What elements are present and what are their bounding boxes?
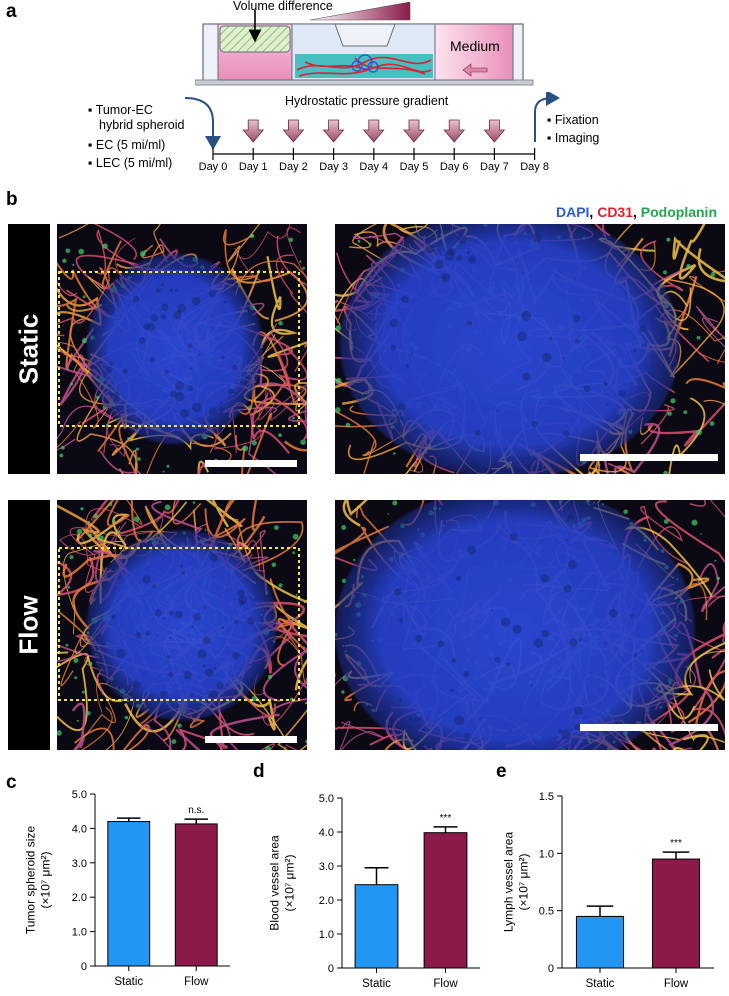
y-tick-label: 1.0 (539, 848, 554, 860)
x-tick-label: Flow (184, 976, 209, 988)
y-tick-label: 4.0 (72, 823, 87, 835)
scale-bar (205, 736, 297, 743)
bar-static (575, 915, 625, 969)
significance-annotation: *** (440, 813, 452, 824)
right-item-1: ▪ Fixation (547, 113, 599, 127)
day-label: Day 5 (399, 161, 429, 173)
scale-bar (580, 724, 718, 731)
chart-tumor-spheroid-size: Tumor spheroid size(×10⁷ μm²) 0 1.0 2.0 3.0 4… (20, 770, 240, 991)
day-label: Day 6 (439, 161, 469, 173)
panel-label-e: e (496, 761, 507, 782)
y-tick-label: 1.0 (72, 927, 87, 939)
legend-cd31: CD31 (597, 204, 633, 220)
significance-annotation: n.s. (188, 805, 204, 816)
zoom-region-box (58, 547, 300, 701)
bar-flow (423, 832, 468, 969)
tumor-spheroid (335, 500, 695, 750)
flow-down-arrow (362, 119, 385, 143)
day-label: Day 3 (319, 161, 348, 173)
y-tick-label: 1.5 (539, 791, 554, 803)
left-item-1: ▪ Tumor-EC (88, 103, 153, 117)
bar-static (354, 884, 399, 969)
y-tick-label: 5.0 (72, 789, 87, 801)
row-label-static: Static (8, 224, 50, 474)
flow-overview-image (57, 500, 307, 750)
y-tick-label: 2.0 (319, 895, 334, 907)
scale-bar (205, 460, 297, 467)
y-tick-label: 2.0 (72, 892, 87, 904)
x-tick-label: Flow (433, 978, 458, 990)
left-item-1b: hybrid spheroid (99, 118, 185, 132)
y-tick-label: 0 (328, 963, 334, 975)
y-axis-label: Blood vessel area(×10⁷ μm²) (267, 835, 296, 931)
day-label: Day 8 (520, 161, 549, 173)
y-tick-label: 4.0 (319, 827, 334, 839)
left-item-2: ▪ EC (5 mi/ml) (88, 138, 166, 152)
volume-difference-label: Volume difference (233, 0, 333, 13)
left-item-3: ▪ LEC (5 mi/ml) (88, 156, 173, 170)
panel-label-c: c (6, 772, 17, 793)
day-label: Day 4 (359, 161, 389, 173)
flow-down-arrow (443, 119, 466, 143)
flow-down-arrow (242, 119, 265, 143)
chart-blood-vessel-area: Blood vessel area(×10⁷ μm²) 0 1.0 2.0 3.0 4.0… (262, 770, 492, 991)
flow-down-arrow (483, 119, 506, 143)
legend-dapi: DAPI (555, 204, 590, 220)
y-tick-label: 3.0 (72, 858, 87, 870)
right-item-2: ▪ Imaging (547, 131, 600, 145)
y-axis-label: Lymph vessel area(×10⁷ μm²) (501, 832, 530, 933)
panel-label-d: d (253, 761, 265, 782)
day-label: Day 0 (198, 161, 228, 173)
tumor-spheroid (340, 224, 680, 474)
flow-down-arrow (282, 119, 305, 143)
panel-label-b: b (6, 189, 18, 210)
chart-lymph-vessel-area: Lymph vessel area(×10⁷ μm²) 0 0.5 1.0 1.5 Sta… (500, 770, 729, 991)
bar-flow (174, 823, 218, 967)
x-tick-label: Static (114, 976, 143, 988)
day-label: Day 2 (279, 161, 308, 173)
y-tick-label: 0 (548, 963, 554, 975)
scale-bar (580, 454, 718, 461)
x-tick-label: Flow (664, 978, 689, 990)
flow-down-arrow (403, 119, 425, 143)
stain-legend: DAPI, CD31, Podoplanin (556, 204, 717, 220)
bar-static (107, 821, 151, 967)
bar-flow (651, 858, 701, 969)
y-tick-label: 3.0 (319, 861, 334, 873)
y-tick-label: 0 (81, 961, 87, 973)
legend-sep-1: , (589, 204, 598, 220)
y-axis-label: Tumor spheroid size(×10⁷ μm²) (23, 826, 52, 935)
y-tick-label: 5.0 (319, 793, 334, 805)
y-tick-label: 1.0 (319, 929, 334, 941)
day-label: Day 1 (238, 161, 268, 173)
timeline (180, 90, 580, 172)
panel-label-a: a (6, 1, 17, 22)
static-zoom-image (335, 224, 725, 474)
significance-annotation: *** (670, 838, 682, 849)
legend-podoplanin: Podoplanin (640, 204, 717, 220)
row-label-flow: Flow (8, 500, 50, 750)
y-tick-label: 0.5 (539, 906, 554, 918)
medium-label: Medium (450, 38, 500, 54)
flow-zoom-image (335, 500, 725, 750)
x-tick-label: Static (586, 978, 615, 990)
flow-down-arrow (322, 119, 345, 143)
tumor-spheroid (87, 254, 263, 444)
hydrostatic-gradient-label: Hydrostatic pressure gradient (285, 94, 449, 108)
x-tick-label: Static (362, 978, 391, 990)
device-schematic (194, 0, 535, 90)
legend-sep-2: , (633, 204, 641, 220)
zoom-region-box (58, 271, 300, 427)
day-label: Day 7 (480, 161, 509, 173)
tumor-spheroid (87, 530, 277, 720)
static-overview-image (57, 224, 307, 474)
